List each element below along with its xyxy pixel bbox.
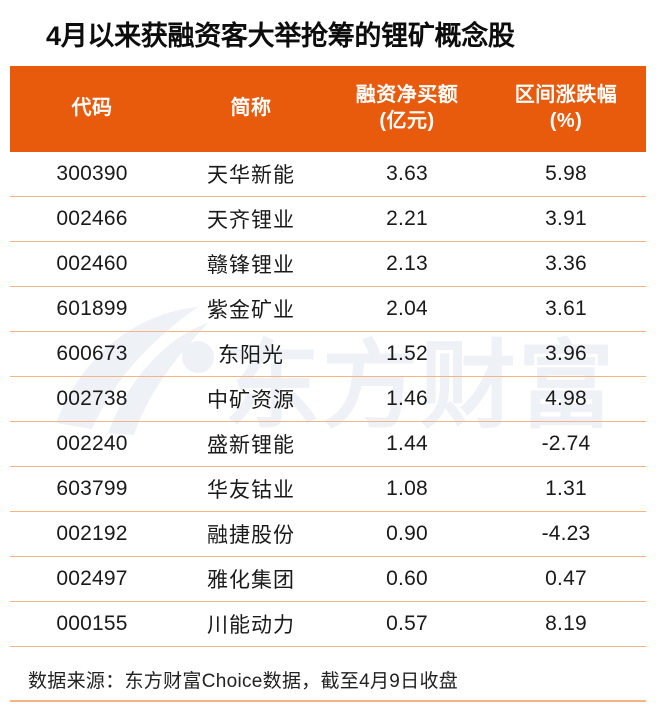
- table-row: 000155 川能动力 0.57 8.19: [10, 602, 646, 647]
- cell-change: -4.23: [541, 522, 591, 545]
- table-row: 300390 天华新能 3.63 5.98: [10, 152, 646, 197]
- column-header-amount-label: 融资净买额: [355, 84, 459, 107]
- table-row: 601899 紫金矿业 2.04 3.61: [10, 287, 646, 332]
- stock-table: 代码 简称 融资净买额 (亿元) 区间涨跌幅 (%) 300390: [10, 66, 646, 647]
- cell-amount: 3.63: [386, 162, 428, 185]
- cell-name: 天齐锂业: [207, 209, 295, 232]
- cell-name: 中矿资源: [207, 389, 295, 412]
- cell-change: 1.31: [545, 477, 587, 500]
- column-header-code-label: 代码: [71, 97, 113, 120]
- column-header-amount-unit: (亿元): [379, 110, 435, 132]
- table-row: 002192 融捷股份 0.90 -4.23: [10, 512, 646, 557]
- column-header-name: 简称: [174, 66, 328, 152]
- cell-change: 3.36: [545, 252, 587, 275]
- cell-amount: 0.90: [386, 522, 428, 545]
- column-header-code: 代码: [10, 66, 174, 152]
- cell-change: 3.61: [545, 297, 587, 320]
- table-footer: 数据来源：东方财富Choice数据，截至4月9日收盘: [10, 657, 646, 693]
- column-header-change-label: 区间涨跌幅: [514, 84, 618, 107]
- column-header-name-label: 简称: [230, 97, 272, 120]
- cell-name: 赣锋锂业: [207, 254, 295, 277]
- cell-change: 4.98: [545, 387, 587, 410]
- cell-code: 002497: [56, 567, 128, 590]
- cell-amount: 1.52: [386, 342, 428, 365]
- cell-name: 紫金矿业: [207, 299, 295, 322]
- cell-change: 0.47: [545, 567, 587, 590]
- cell-amount: 1.08: [386, 477, 428, 500]
- cell-code: 600673: [56, 342, 128, 365]
- cell-name: 盛新锂能: [207, 434, 295, 457]
- column-header-change-unit: (%): [549, 110, 583, 132]
- cell-amount: 0.57: [386, 612, 428, 635]
- table-body: 300390 天华新能 3.63 5.98 002466 天齐锂业 2.21 3…: [10, 152, 646, 647]
- table-row: 002497 雅化集团 0.60 0.47: [10, 557, 646, 602]
- table-row: 002460 赣锋锂业 2.13 3.36: [10, 242, 646, 287]
- cell-change: 5.98: [545, 162, 587, 185]
- cell-amount: 1.46: [386, 387, 428, 410]
- cell-amount: 1.44: [386, 432, 428, 455]
- cell-code: 002460: [56, 252, 128, 275]
- cell-code: 000155: [56, 612, 128, 635]
- column-header-amount: 融资净买额 (亿元): [328, 66, 486, 152]
- table-row: 600673 东阳光 1.52 3.96: [10, 332, 646, 377]
- cell-code: 002240: [56, 432, 128, 455]
- table-row: 002738 中矿资源 1.46 4.98: [10, 377, 646, 422]
- cell-code: 002466: [56, 207, 128, 230]
- bottom-divider: [10, 700, 646, 702]
- cell-name: 华友钴业: [207, 479, 295, 502]
- cell-amount: 0.60: [386, 567, 428, 590]
- cell-name: 东阳光: [218, 344, 284, 367]
- table-row: 603799 华友钴业 1.08 1.31: [10, 467, 646, 512]
- cell-amount: 2.21: [386, 207, 428, 230]
- cell-code: 300390: [56, 162, 128, 185]
- cell-name: 川能动力: [207, 614, 295, 637]
- cell-code: 002738: [56, 387, 128, 410]
- cell-amount: 2.13: [386, 252, 428, 275]
- cell-change: 3.91: [545, 207, 587, 230]
- cell-code: 002192: [56, 522, 128, 545]
- cell-code: 603799: [56, 477, 128, 500]
- page-title: 4月以来获融资客大举抢筹的锂矿概念股: [46, 21, 515, 51]
- cell-name: 融捷股份: [207, 524, 295, 547]
- cell-name: 雅化集团: [207, 569, 295, 592]
- cell-change: -2.74: [541, 432, 591, 455]
- data-source-note: 数据来源：东方财富Choice数据，截至4月9日收盘: [28, 671, 459, 692]
- cell-change: 8.19: [545, 612, 587, 635]
- table-header-row: 代码 简称 融资净买额 (亿元) 区间涨跌幅 (%): [10, 66, 646, 152]
- table-row: 002240 盛新锂能 1.44 -2.74: [10, 422, 646, 467]
- cell-change: 3.96: [545, 342, 587, 365]
- table-row: 002466 天齐锂业 2.21 3.91: [10, 197, 646, 242]
- cell-amount: 2.04: [386, 297, 428, 320]
- cell-name: 天华新能: [207, 164, 295, 187]
- cell-code: 601899: [56, 297, 128, 320]
- column-header-change: 区间涨跌幅 (%): [486, 66, 646, 152]
